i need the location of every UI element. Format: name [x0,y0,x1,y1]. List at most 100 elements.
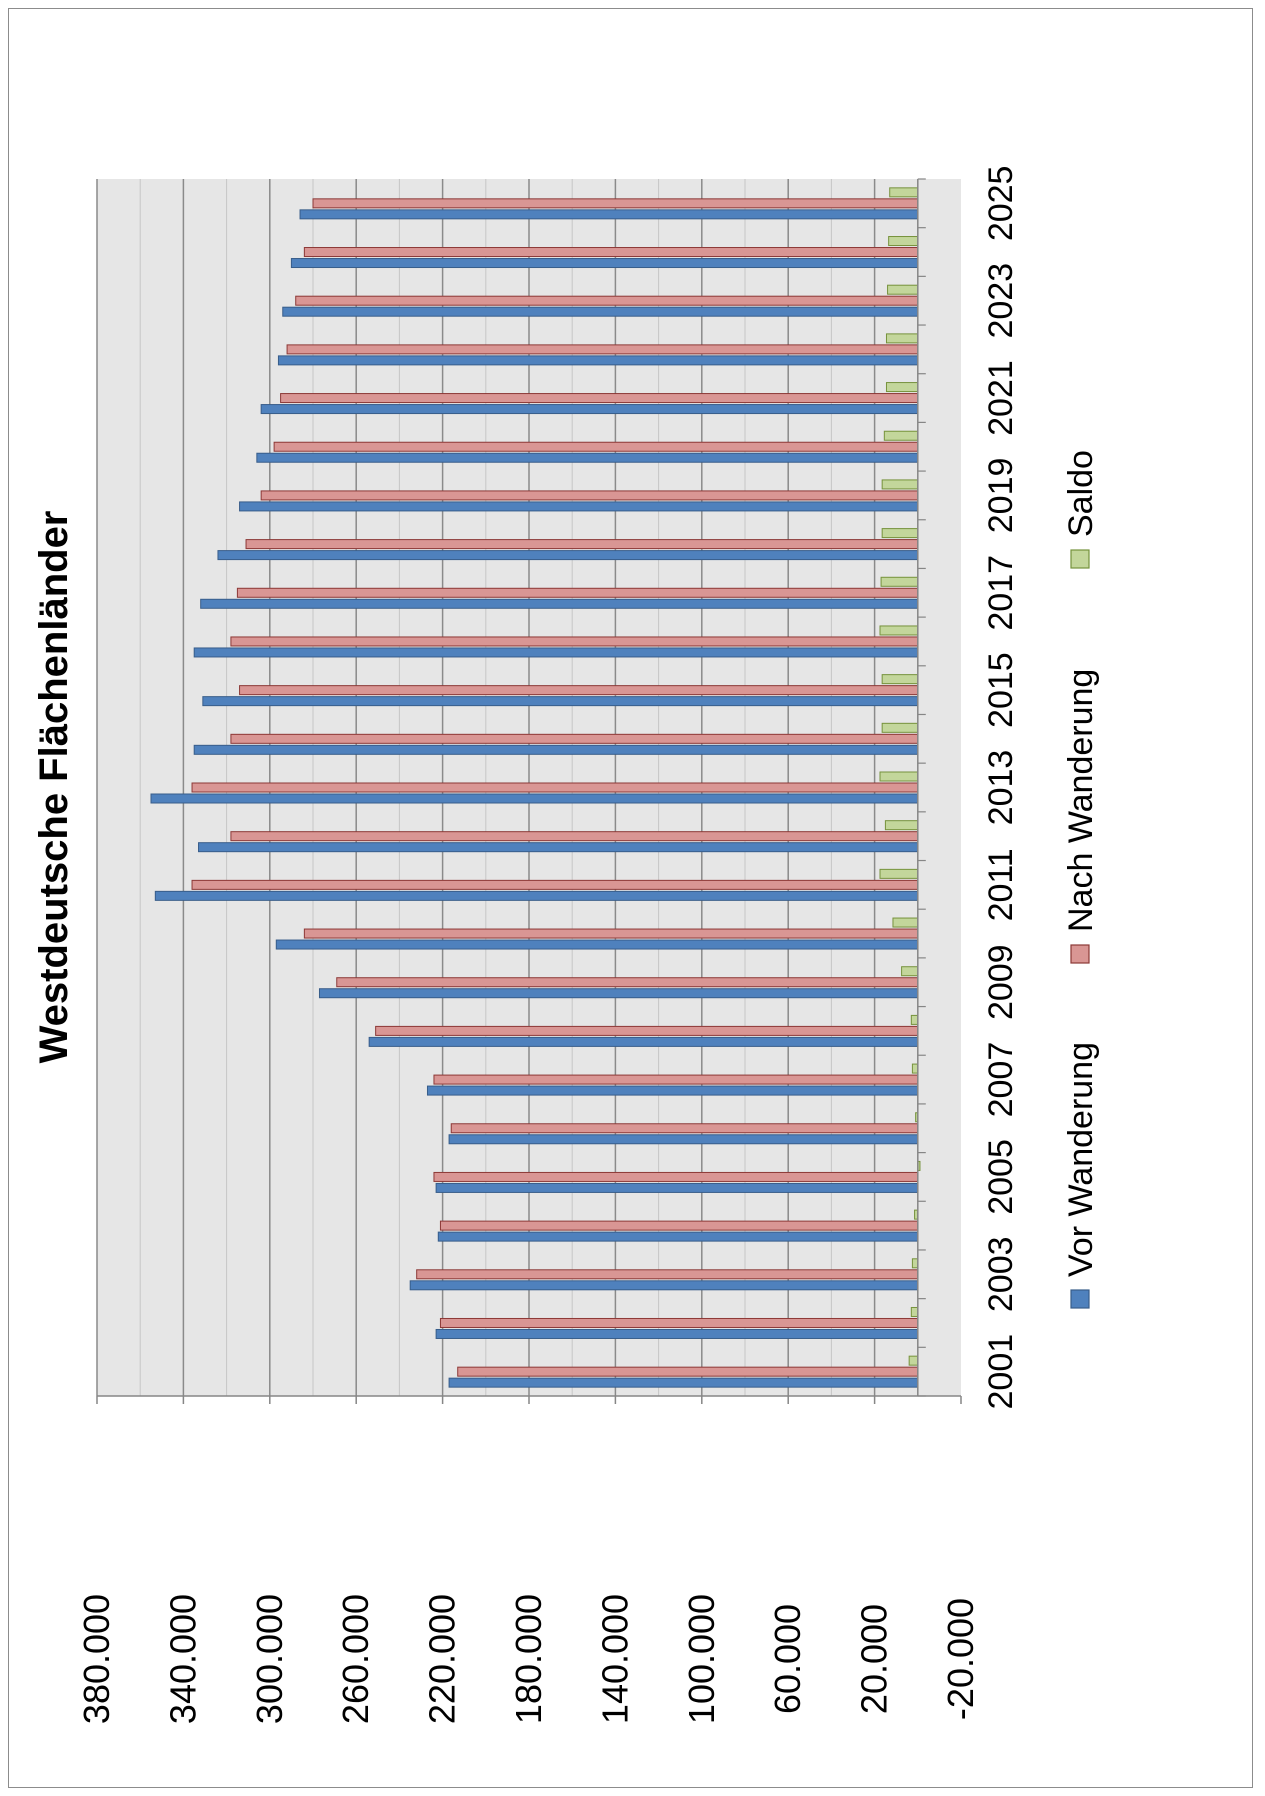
bar-saldo-2007 [912,1064,917,1073]
bar-vor-wanderung-2007 [427,1086,917,1095]
bar-nach-wanderung-2012 [231,832,918,841]
legend-swatch-nach-wanderung [1071,945,1089,963]
category-axis-tick-labels: 2001 2003 2005 2007 2009 2011 2013 2015 2017 2019… [982,166,1020,1410]
bar-saldo-2018 [882,529,918,538]
bar-vor-wanderung-2025 [300,210,918,219]
category-axis-tick-label: 2015 [982,652,1020,728]
bar-saldo-2020 [884,431,917,440]
bar-nach-wanderung-2008 [376,1026,918,1035]
category-axis-tick-label: 2019 [982,458,1020,534]
bar-vor-wanderung-2013 [151,794,918,803]
bar-saldo-2016 [880,626,918,635]
category-axis-tick-label: 2017 [982,555,1020,631]
bar-nach-wanderung-2019 [261,491,918,500]
value-axis-tick-label: 340.000 [162,1594,203,1724]
bar-saldo-2023 [888,285,918,294]
bar-nach-wanderung-2006 [451,1124,918,1133]
bar-chart: -20.000 20.000 60.000 100.000 140.000 180.000… [9,9,1254,1789]
chart-frame: -20.000 20.000 60.000 100.000 140.000 180.000… [8,8,1253,1788]
value-axis-tick-label: 180.000 [508,1594,549,1724]
bar-saldo-2025 [890,188,918,197]
value-axis-tick-label: 380.000 [76,1594,117,1724]
category-axis-tick-label: 2025 [982,166,1020,242]
bar-vor-wanderung-2012 [199,843,918,852]
bar-saldo-2024 [889,237,918,246]
bar-saldo-2012 [885,821,917,830]
bar-nach-wanderung-2004 [440,1221,917,1230]
bar-nach-wanderung-2014 [231,734,918,743]
bar-nach-wanderung-2015 [240,686,918,695]
bar-nach-wanderung-2025 [313,199,918,208]
category-axis-tick-label: 2009 [982,944,1020,1020]
value-axis-tick-label: 300.000 [249,1594,290,1724]
bar-vor-wanderung-2003 [410,1281,918,1290]
bar-nach-wanderung-2023 [296,296,918,305]
bar-vor-wanderung-2006 [449,1135,918,1144]
bar-vor-wanderung-2015 [203,697,918,706]
category-axis-tick-label: 2003 [982,1236,1020,1312]
category-axis-tick-label: 2005 [982,1139,1020,1215]
bar-saldo-2013 [880,772,918,781]
bar-nach-wanderung-2010 [304,929,917,938]
bar-vor-wanderung-2020 [257,453,918,462]
chart-title: Westdeutsche Flächenländer [32,511,76,1064]
value-axis-tick-label: 20.000 [854,1604,895,1714]
bar-vor-wanderung-2024 [291,259,917,268]
category-axis-tick-label: 2021 [982,360,1020,436]
bar-saldo-2008 [911,1015,917,1024]
bar-saldo-2001 [909,1356,918,1365]
value-axis-tick-labels: -20.000 20.000 60.000 100.000 140.000 180.000… [76,1594,981,1724]
bar-saldo-2014 [882,723,918,732]
bar-vor-wanderung-2017 [201,599,918,608]
bar-saldo-2009 [902,967,918,976]
bar-vor-wanderung-2009 [319,989,917,998]
bar-saldo-2019 [882,480,918,489]
bar-vor-wanderung-2002 [436,1329,918,1338]
bar-saldo-2011 [880,869,918,878]
bar-vor-wanderung-2016 [194,648,918,657]
bar-nach-wanderung-2011 [192,880,918,889]
bar-saldo-2010 [893,918,918,927]
bar-nach-wanderung-2007 [434,1075,918,1084]
bar-vor-wanderung-2019 [240,502,918,511]
bar-vor-wanderung-2008 [369,1037,918,1046]
bar-vor-wanderung-2023 [283,307,918,316]
bar-nach-wanderung-2009 [337,978,918,987]
bar-saldo-2021 [886,383,917,392]
legend-swatch-saldo [1071,550,1089,568]
bar-saldo-2017 [881,577,918,586]
value-axis-tick-label: -20.000 [940,1598,981,1720]
value-axis-tick-label: 220.000 [422,1594,463,1724]
bar-nach-wanderung-2002 [440,1318,917,1327]
value-axis-tick-label: 60.000 [767,1604,808,1714]
bar-nach-wanderung-2013 [192,783,918,792]
bar-vor-wanderung-2014 [194,745,918,754]
legend-swatch-vor-wanderung [1071,1290,1089,1308]
bar-vor-wanderung-2005 [436,1183,918,1192]
bar-nach-wanderung-2001 [458,1367,918,1376]
legend-label-vor-wanderung: Vor Wanderung [1062,1042,1100,1277]
category-axis-tick-label: 2001 [982,1334,1020,1410]
category-axis-tick-label: 2011 [982,848,1020,921]
category-axis-tick-label: 2023 [982,263,1020,339]
bar-nach-wanderung-2022 [287,345,918,354]
bar-nach-wanderung-2005 [434,1172,918,1181]
bar-saldo-2022 [886,334,917,343]
bar-vor-wanderung-2021 [261,405,918,414]
bar-nach-wanderung-2020 [274,442,918,451]
category-axis-tick-label: 2013 [982,750,1020,826]
bar-nach-wanderung-2016 [231,637,918,646]
bar-vor-wanderung-2010 [276,940,918,949]
bar-vor-wanderung-2018 [218,551,918,560]
legend-label-saldo: Saldo [1062,450,1100,537]
bar-saldo-2003 [912,1259,917,1268]
bar-nach-wanderung-2003 [417,1270,918,1279]
bar-vor-wanderung-2011 [155,891,917,900]
legend: Vor Wanderung Nach Wanderung Saldo [1062,450,1100,1308]
value-axis-tick-label: 140.000 [594,1594,635,1724]
bar-vor-wanderung-2001 [449,1378,918,1387]
bar-nach-wanderung-2017 [237,588,917,597]
value-axis-tick-label: 100.000 [681,1594,722,1724]
legend-label-nach-wanderung: Nach Wanderung [1062,669,1100,932]
bar-vor-wanderung-2004 [438,1232,918,1241]
